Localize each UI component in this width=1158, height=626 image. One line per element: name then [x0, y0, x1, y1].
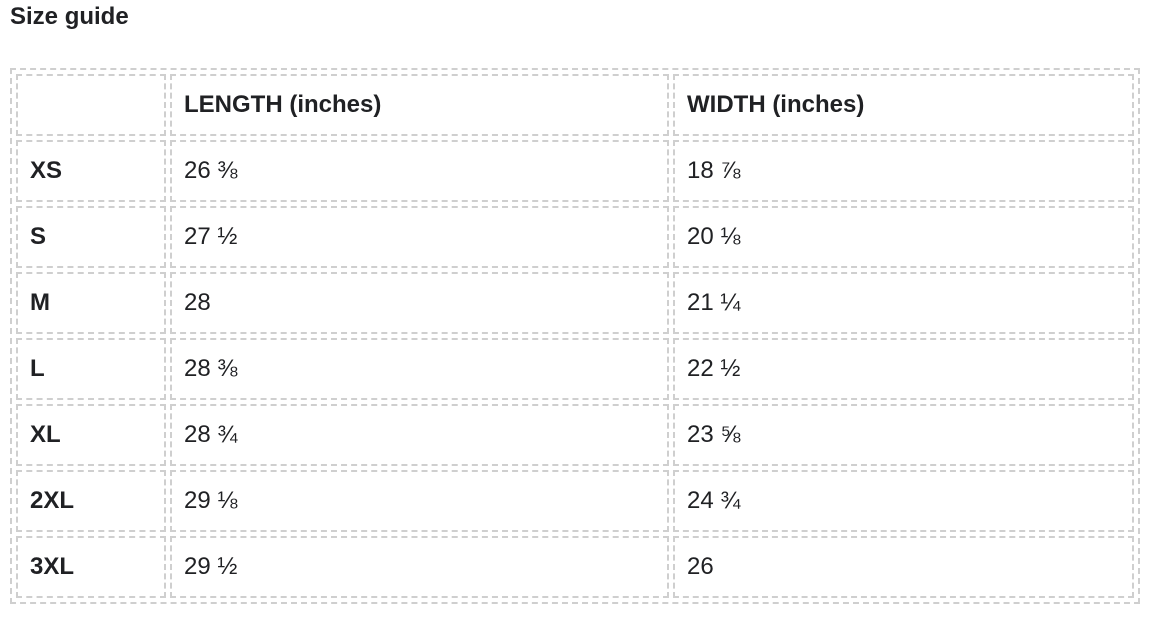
length-cell: 28 ⅜	[170, 338, 669, 400]
width-cell: 22 ½	[673, 338, 1134, 400]
size-cell: XS	[16, 140, 166, 202]
header-size	[16, 74, 166, 136]
table-row: XL 28 ¾ 23 ⅝	[16, 404, 1134, 466]
header-length: LENGTH (inches)	[170, 74, 669, 136]
table-row: L 28 ⅜ 22 ½	[16, 338, 1134, 400]
header-row: LENGTH (inches) WIDTH (inches)	[16, 74, 1134, 136]
table-row: S 27 ½ 20 ⅛	[16, 206, 1134, 268]
table-row: 3XL 29 ½ 26	[16, 536, 1134, 598]
length-cell: 29 ⅛	[170, 470, 669, 532]
length-cell: 28	[170, 272, 669, 334]
length-cell: 28 ¾	[170, 404, 669, 466]
width-cell: 24 ¾	[673, 470, 1134, 532]
page-title: Size guide	[10, 3, 129, 30]
length-cell: 29 ½	[170, 536, 669, 598]
width-cell: 18 ⅞	[673, 140, 1134, 202]
length-cell: 26 ⅜	[170, 140, 669, 202]
size-guide-table: LENGTH (inches) WIDTH (inches) XS 26 ⅜ 18 …	[10, 68, 1140, 604]
width-cell: 20 ⅛	[673, 206, 1134, 268]
width-cell: 23 ⅝	[673, 404, 1134, 466]
table-row: M 28 21 ¼	[16, 272, 1134, 334]
size-cell: L	[16, 338, 166, 400]
width-cell: 21 ¼	[673, 272, 1134, 334]
size-cell: 3XL	[16, 536, 166, 598]
size-cell: 2XL	[16, 470, 166, 532]
width-cell: 26	[673, 536, 1134, 598]
size-cell: S	[16, 206, 166, 268]
size-cell: XL	[16, 404, 166, 466]
header-width: WIDTH (inches)	[673, 74, 1134, 136]
length-cell: 27 ½	[170, 206, 669, 268]
table-row: 2XL 29 ⅛ 24 ¾	[16, 470, 1134, 532]
size-cell: M	[16, 272, 166, 334]
table-row: XS 26 ⅜ 18 ⅞	[16, 140, 1134, 202]
